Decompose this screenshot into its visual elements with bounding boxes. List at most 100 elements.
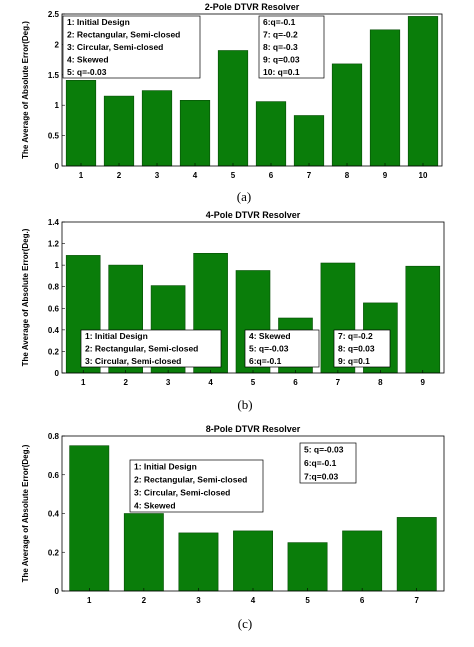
x-tick-label: 4 <box>251 596 256 605</box>
legend-entry: 9: q=0.03 <box>263 54 300 64</box>
y-tick-label: 0 <box>55 369 60 378</box>
chart-title-3: 8-Pole DTVR Resolver <box>206 424 301 434</box>
chart-title-2: 4-Pole DTVR Resolver <box>206 210 301 220</box>
plot-frame-1 <box>61 13 443 167</box>
y-tick-label: 0.6 <box>48 471 60 480</box>
bar-1-1 <box>65 80 97 167</box>
bar-1-6 <box>255 101 287 167</box>
x-tick-label: 3 <box>196 596 201 605</box>
x-tick-label: 9 <box>383 171 388 180</box>
x-tick-label: 4 <box>208 378 213 387</box>
x-tick-label: 10 <box>419 171 428 180</box>
legend-entry: 7:q=0.03 <box>304 471 339 481</box>
x-tick-label: 2 <box>123 378 128 387</box>
x-tick-label: 5 <box>305 596 310 605</box>
x-tick-label: 2 <box>117 171 122 180</box>
legend-entry: 5: q=-0.03 <box>249 344 289 354</box>
bar-1-2 <box>103 95 135 167</box>
x-tick-label: 7 <box>307 171 312 180</box>
panel-caption: (b) <box>237 397 252 412</box>
legend-box <box>62 15 201 79</box>
legend-box <box>333 329 391 368</box>
y-tick-label: 0 <box>55 162 60 171</box>
x-tick-label: 7 <box>336 378 341 387</box>
panel-caption: (c) <box>238 616 252 631</box>
x-tick-label: 8 <box>378 378 383 387</box>
y-tick-label: 0.2 <box>48 347 60 356</box>
x-tick-label: 2 <box>142 596 147 605</box>
y-tick-label: 1.5 <box>48 71 60 80</box>
y-tick-label: 1 <box>55 261 60 270</box>
y-tick-label: 2 <box>55 40 60 49</box>
legend-entry: 1: Initial Design <box>134 462 197 472</box>
x-tick-label: 4 <box>193 171 198 180</box>
legend-entry: 8: q=-0.3 <box>263 42 298 52</box>
legend-entry: 4: Skewed <box>249 331 291 341</box>
y-tick-label: 0.2 <box>48 548 60 557</box>
legend-entry: 3: Circular, Semi-closed <box>85 356 181 366</box>
legend-entry: 4: Skewed <box>134 501 176 511</box>
x-tick-label: 3 <box>155 171 160 180</box>
legend-entry: 2: Rectangular, Semi-closed <box>85 344 198 354</box>
x-tick-label: 6 <box>293 378 298 387</box>
y-tick-label: 0.8 <box>48 283 60 292</box>
x-tick-label: 5 <box>251 378 256 387</box>
legend-entry: 4: Skewed <box>67 54 109 64</box>
bar-3-1 <box>69 445 110 592</box>
bar-3-4 <box>233 530 273 592</box>
bar-3-7 <box>396 517 437 592</box>
x-tick-label: 9 <box>421 378 426 387</box>
legend-entry: 2: Rectangular, Semi-closed <box>67 30 180 40</box>
bar-3-5 <box>287 542 328 592</box>
legend-entry: 10: q=0.1 <box>263 67 300 77</box>
legend-entry: 9: q=0.1 <box>338 356 370 366</box>
legend-box <box>80 329 222 368</box>
legend-box <box>299 442 357 484</box>
legend-box <box>258 15 325 79</box>
legend-entry: 1: Initial Design <box>67 17 130 27</box>
legend-box <box>244 329 320 368</box>
legend-entry: 3: Circular, Semi-closed <box>67 42 163 52</box>
x-tick-label: 3 <box>166 378 171 387</box>
legend-box <box>129 459 264 513</box>
legend-entry: 6:q=-0.1 <box>249 356 282 366</box>
legend-entry: 7: q=-0.2 <box>263 30 298 40</box>
bar-1-9 <box>369 29 401 167</box>
legend-entry: 1: Initial Design <box>85 331 148 341</box>
y-axis-label: The Average of Absolute Error(Deg.) <box>21 228 30 366</box>
bar-1-7 <box>293 115 325 167</box>
y-axis-label: The Average of Absolute Error(Deg.) <box>21 21 30 159</box>
y-tick-label: 0.5 <box>48 132 60 141</box>
bar-1-8 <box>331 63 363 167</box>
legend-entry: 8: q=0.03 <box>338 344 375 354</box>
legend-entry: 5: q=-0.03 <box>67 67 107 77</box>
legend-entry: 6:q=-0.1 <box>304 458 337 468</box>
panel-caption: (a) <box>237 189 251 204</box>
x-tick-label: 1 <box>79 171 84 180</box>
bar-1-4 <box>179 100 211 167</box>
bar-1-10 <box>407 16 439 167</box>
legend-entry: 2: Rectangular, Semi-closed <box>134 475 247 485</box>
bar-1-3 <box>141 90 173 167</box>
y-tick-label: 0.4 <box>48 326 60 335</box>
y-tick-label: 1.2 <box>48 240 60 249</box>
y-tick-label: 2.5 <box>48 10 60 19</box>
bar-1-5 <box>217 50 249 167</box>
bar-2-9 <box>405 265 441 374</box>
legend-entry: 5: q=-0.03 <box>304 445 344 455</box>
legend-entry: 6:q=-0.1 <box>263 17 296 27</box>
legend-entry: 3: Circular, Semi-closed <box>134 488 230 498</box>
legend-entry: 7: q=-0.2 <box>338 331 373 341</box>
y-tick-label: 0.4 <box>48 510 60 519</box>
y-tick-label: 0 <box>55 587 60 596</box>
x-tick-label: 5 <box>231 171 236 180</box>
y-tick-label: 0.6 <box>48 304 60 313</box>
x-tick-label: 6 <box>360 596 365 605</box>
y-axis-label: The Average of Absolute Error(Deg.) <box>21 444 30 582</box>
x-tick-label: 6 <box>269 171 274 180</box>
y-tick-label: 1.4 <box>48 218 60 227</box>
chart-title-1: 2-Pole DTVR Resolver <box>205 2 300 12</box>
plot-frame-2 <box>61 221 445 374</box>
y-tick-label: 1 <box>55 101 60 110</box>
